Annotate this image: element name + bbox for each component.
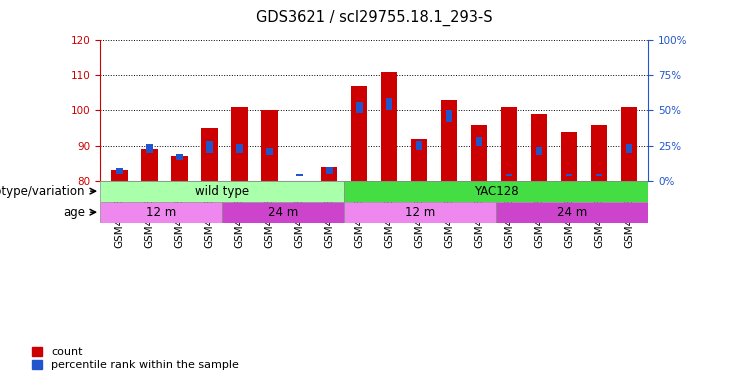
Bar	[344, 180, 648, 202]
Bar	[111, 170, 127, 180]
Bar	[471, 124, 488, 180]
Bar	[351, 86, 368, 180]
Text: wild type: wild type	[195, 185, 249, 198]
Bar	[565, 174, 572, 176]
Bar	[231, 107, 247, 180]
Bar	[116, 168, 123, 174]
Bar	[381, 72, 397, 180]
Legend: count, percentile rank within the sample: count, percentile rank within the sample	[27, 343, 244, 375]
Bar	[326, 167, 333, 174]
Bar	[321, 167, 337, 180]
Bar	[591, 124, 607, 180]
Bar	[531, 114, 548, 180]
Bar	[206, 141, 213, 152]
Bar	[561, 131, 577, 180]
Bar	[236, 144, 242, 152]
Bar	[356, 102, 362, 113]
Bar	[386, 98, 393, 111]
Bar	[344, 202, 496, 223]
Bar	[176, 154, 183, 160]
Text: 12 m: 12 m	[146, 206, 176, 219]
Bar	[625, 144, 632, 152]
Text: GDS3621 / scl29755.18.1_293-S: GDS3621 / scl29755.18.1_293-S	[256, 10, 493, 26]
Bar	[266, 148, 273, 156]
Bar	[201, 128, 218, 180]
Text: 24 m: 24 m	[557, 206, 588, 219]
Bar	[441, 100, 457, 180]
Bar	[621, 107, 637, 180]
Bar	[501, 107, 517, 180]
Bar	[100, 202, 222, 223]
Bar	[296, 174, 302, 176]
Bar	[222, 202, 344, 223]
Text: genotype/variation: genotype/variation	[0, 185, 84, 198]
Bar	[446, 111, 453, 122]
Text: age: age	[63, 206, 84, 219]
Bar	[596, 174, 602, 176]
Bar	[100, 180, 344, 202]
Bar	[261, 111, 278, 180]
Text: YAC128: YAC128	[473, 185, 519, 198]
Bar	[146, 144, 153, 152]
Bar	[171, 156, 187, 180]
Text: 24 m: 24 m	[268, 206, 298, 219]
Bar	[411, 139, 428, 180]
Text: 12 m: 12 m	[405, 206, 435, 219]
Bar	[476, 137, 482, 146]
Bar	[416, 141, 422, 150]
Bar	[506, 174, 512, 176]
Bar	[536, 147, 542, 156]
Bar	[142, 149, 158, 180]
Bar	[496, 202, 648, 223]
